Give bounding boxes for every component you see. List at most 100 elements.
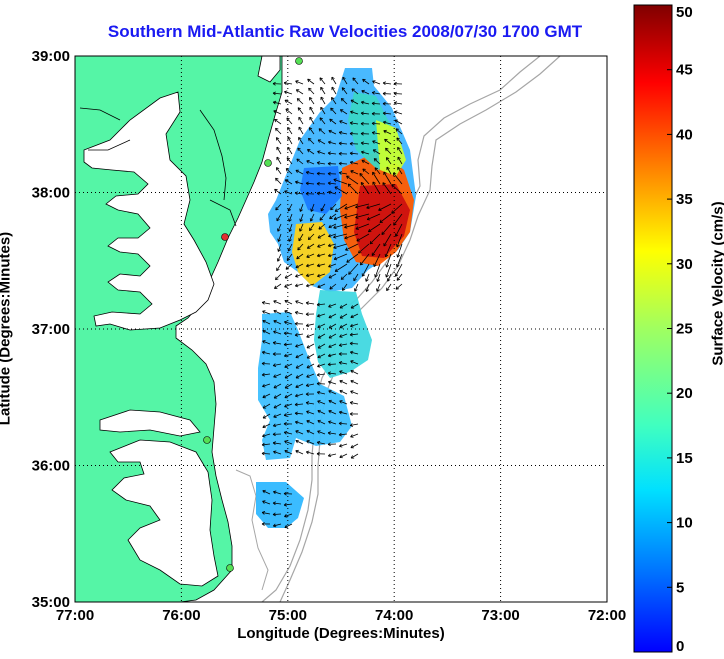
velocity-arrow-head: [340, 98, 345, 102]
velocity-arrow-head: [295, 180, 299, 185]
velocity-arrow-head: [262, 340, 266, 344]
velocity-arrow-head: [339, 324, 343, 329]
velocity-arrow-head: [330, 107, 334, 112]
velocity-arrow-head: [272, 423, 277, 428]
velocity-arrow-head: [284, 394, 288, 399]
velocity-arrow-head: [272, 341, 277, 345]
velocity-arrow: [362, 263, 370, 277]
velocity-arrow-head: [376, 288, 380, 292]
velocity-arrow-head: [316, 372, 321, 377]
velocity-arrow-head: [306, 429, 310, 434]
velocity-arrow: [376, 283, 381, 292]
y-tick-labels: 39:00 38:00 37:00 36:00 35:00: [32, 48, 70, 611]
velocity-arrow-head: [261, 442, 265, 447]
velocity-arrow: [350, 111, 359, 115]
velocity-arrow: [397, 243, 403, 258]
velocity-arrow: [261, 363, 271, 365]
velocity-arrow-head: [327, 151, 331, 156]
velocity-arrow-head: [349, 141, 353, 146]
velocity-arrow: [320, 96, 326, 105]
velocity-arrow: [378, 203, 392, 211]
velocity-arrow-head: [275, 206, 279, 211]
velocity-arrow-head: [396, 137, 400, 141]
velocity-arrow: [339, 313, 348, 319]
velocity-arrow: [308, 233, 315, 240]
velocity-arrow: [361, 90, 370, 95]
velocity-arrow-head: [287, 136, 291, 141]
velocity-arrow: [318, 223, 326, 230]
velocity-arrow: [289, 223, 293, 232]
velocity-arrow: [396, 233, 403, 248]
velocity-arrow-head: [382, 120, 387, 125]
velocity-arrow: [367, 213, 381, 220]
velocity-arrow-head: [306, 355, 311, 359]
velocity-arrow: [284, 393, 293, 399]
velocity-arrow-head: [339, 400, 343, 404]
velocity-arrow-head: [350, 305, 355, 309]
velocity-arrow: [317, 400, 326, 405]
velocity-arrow-head: [317, 364, 321, 368]
velocity-arrow: [344, 203, 359, 210]
velocity-arrow: [262, 340, 271, 345]
velocity-arrow: [339, 131, 348, 135]
velocity-arrow-head: [310, 208, 314, 212]
velocity-arrow: [350, 333, 359, 336]
velocity-arrow-head: [329, 118, 333, 123]
velocity-arrow: [262, 512, 271, 515]
velocity-arrow-head: [262, 383, 266, 388]
velocity-arrow-head: [283, 331, 287, 336]
velocity-arrow: [383, 121, 392, 125]
velocity-arrow-head: [339, 454, 343, 459]
velocity-arrow: [345, 243, 359, 251]
velocity-arrow-head: [393, 101, 398, 105]
velocity-arrow: [273, 92, 282, 95]
velocity-arrow-head: [360, 100, 365, 105]
velocity-arrow-head: [272, 100, 277, 105]
velocity-arrow: [306, 333, 315, 338]
velocity-arrow-head: [346, 175, 350, 179]
velocity-arrow-head: [316, 302, 320, 307]
velocity-arrow: [328, 233, 337, 237]
velocity-arrow: [328, 182, 337, 185]
colorbar-tick-label: 30: [676, 256, 693, 273]
velocity-arrow-head: [305, 170, 310, 175]
velocity-arrow-head: [273, 450, 277, 455]
velocity-arrow: [334, 263, 348, 272]
velocity-arrow-head: [262, 329, 266, 334]
velocity-arrow: [319, 77, 326, 85]
velocity-arrow: [299, 213, 304, 222]
velocity-arrow-head: [331, 86, 335, 91]
x-axis-label: Longitude (Degrees:Minutes): [237, 625, 445, 642]
velocity-arrow: [295, 440, 304, 445]
velocity-arrow: [350, 351, 359, 355]
velocity-arrow: [344, 223, 359, 228]
velocity-arrow-head: [397, 166, 401, 171]
velocity-arrow-head: [360, 141, 365, 146]
velocity-arrow-head: [350, 110, 354, 115]
velocity-arrow-head: [285, 108, 289, 112]
velocity-arrow-head: [272, 363, 277, 368]
velocity-arrow: [284, 373, 293, 379]
velocity-arrow-head: [316, 181, 320, 186]
velocity-arrow: [361, 112, 370, 115]
y-tick-label: 39:00: [32, 48, 70, 65]
velocity-arrow: [262, 373, 271, 376]
velocity-arrow: [339, 433, 348, 436]
velocity-arrow-head: [328, 314, 332, 319]
velocity-arrow-head: [305, 401, 310, 405]
velocity-arrow: [339, 400, 348, 405]
velocity-arrow: [353, 273, 359, 282]
velocity-arrow-head: [393, 91, 397, 96]
velocity-arrow: [306, 363, 315, 369]
velocity-arrow-head: [318, 128, 323, 132]
velocity-arrow-head: [355, 226, 359, 230]
velocity-arrow: [273, 523, 282, 527]
velocity-arrow-head: [340, 276, 345, 280]
velocity-arrow: [329, 283, 337, 290]
velocity-arrow: [306, 430, 315, 435]
velocity-arrow-head: [320, 86, 324, 91]
velocity-arrow-head: [273, 319, 277, 324]
velocity-arrow-head: [327, 442, 331, 447]
colorbar-label: Surface Velocity (cm/s): [709, 201, 724, 366]
velocity-arrow-head: [350, 455, 355, 459]
